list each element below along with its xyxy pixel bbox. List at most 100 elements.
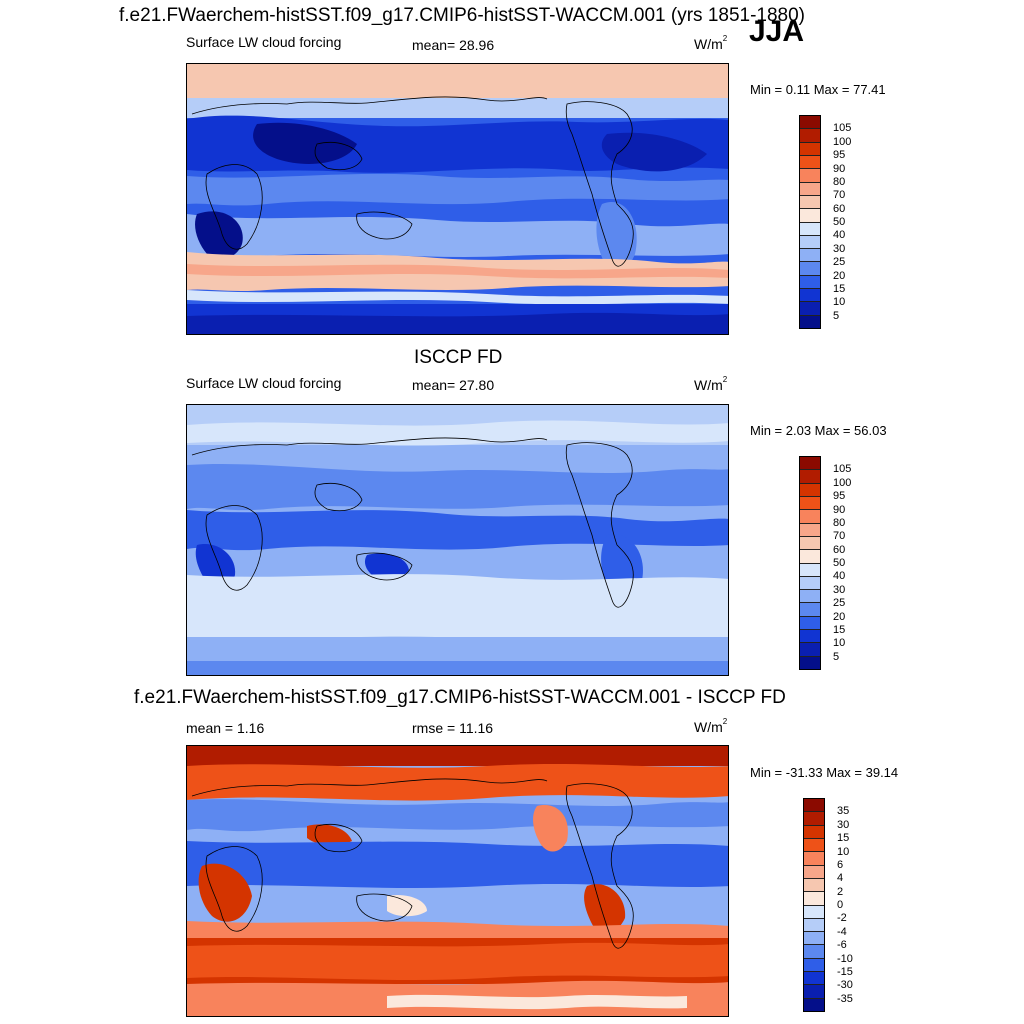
colorbar-swatch: [800, 182, 820, 196]
colorbar-label: 5: [833, 651, 840, 663]
colorbar-swatch: [804, 932, 824, 946]
colorbar-swatch: [800, 169, 820, 183]
colorbar-label: 40: [833, 570, 846, 582]
panel2-left-label: Surface LW cloud forcing: [186, 375, 342, 391]
colorbar-label: 90: [833, 504, 846, 516]
panel1-colorbar: [799, 115, 821, 329]
colorbar-label: -4: [837, 926, 847, 938]
colorbar-label: 95: [833, 149, 846, 161]
colorbar-swatch: [800, 643, 820, 657]
colorbar-swatch: [800, 603, 820, 617]
panel1-left-label: Surface LW cloud forcing: [186, 34, 342, 50]
colorbar-swatch: [804, 799, 824, 813]
colorbar-label: 105: [833, 463, 852, 475]
panel1-map-svg: [187, 64, 728, 334]
colorbar-label: 15: [837, 832, 850, 844]
colorbar-swatch: [800, 129, 820, 143]
colorbar-swatch: [804, 972, 824, 986]
colorbar-label: -6: [837, 939, 847, 951]
colorbar-swatch: [804, 985, 824, 999]
colorbar-swatch: [804, 945, 824, 959]
colorbar-label: 10: [833, 296, 846, 308]
panel1-map: [186, 63, 729, 335]
colorbar-label: 60: [833, 544, 846, 556]
colorbar-swatch: [800, 289, 820, 303]
panel2-map-svg: [187, 405, 728, 675]
colorbar-swatch: [800, 590, 820, 604]
colorbar-label: 90: [833, 163, 846, 175]
colorbar-swatch: [800, 275, 820, 290]
colorbar-label: 30: [837, 819, 850, 831]
colorbar-label: 50: [833, 216, 846, 228]
colorbar-label: 25: [833, 256, 846, 268]
colorbar-label: -2: [837, 912, 847, 924]
colorbar-label: -30: [837, 979, 853, 991]
colorbar-swatch: [800, 315, 820, 328]
colorbar-label: 15: [833, 624, 846, 636]
colorbar-label: 100: [833, 477, 852, 489]
colorbar-swatch: [800, 576, 820, 591]
colorbar-label: 6: [837, 859, 844, 871]
colorbar-swatch: [800, 563, 820, 577]
colorbar-swatch: [800, 249, 820, 263]
colorbar-label: 15: [833, 283, 846, 295]
panel2-title: ISCCP FD: [414, 347, 503, 368]
colorbar-label: -35: [837, 993, 853, 1005]
colorbar-swatch: [804, 865, 824, 879]
panel1-title: f.e21.FWaerchem-histSST.f09_g17.CMIP6-hi…: [119, 5, 806, 26]
colorbar-label: 105: [833, 122, 852, 134]
colorbar-swatch: [804, 958, 824, 973]
panel2-units: W/m2: [694, 375, 728, 393]
colorbar-swatch: [800, 510, 820, 524]
colorbar-swatch: [800, 483, 820, 497]
colorbar-swatch: [804, 838, 824, 853]
colorbar-label: 80: [833, 176, 846, 188]
colorbar-swatch: [800, 550, 820, 564]
panel2-map: [186, 404, 729, 676]
panel2-minmax: Min = 2.03 Max = 56.03: [750, 423, 887, 438]
panel3-mean: mean = 1.16: [186, 720, 265, 736]
panel3-map-svg: [187, 746, 728, 1016]
colorbar-swatch: [800, 209, 820, 223]
colorbar-swatch: [800, 235, 820, 250]
season-label: JJA: [749, 15, 805, 48]
colorbar-label: 40: [833, 229, 846, 241]
panel2-mean: mean= 27.80: [412, 377, 495, 393]
colorbar-swatch: [804, 812, 824, 826]
colorbar-swatch: [804, 825, 824, 839]
colorbar-label: 10: [837, 846, 850, 858]
colorbar-swatch: [800, 155, 820, 170]
colorbar-label: -10: [837, 953, 853, 965]
colorbar-swatch: [800, 116, 820, 130]
colorbar-label: 95: [833, 490, 846, 502]
colorbar-swatch: [800, 523, 820, 537]
colorbar-label: 30: [833, 243, 846, 255]
colorbar-swatch: [804, 905, 824, 919]
colorbar-label: 0: [837, 899, 844, 911]
colorbar-label: 70: [833, 530, 846, 542]
colorbar-label: 2: [837, 886, 844, 898]
colorbar-swatch: [804, 852, 824, 866]
colorbar-swatch: [800, 616, 820, 631]
panel1-units: W/m2: [694, 34, 728, 52]
colorbar-label: 4: [837, 872, 844, 884]
colorbar-swatch: [800, 457, 820, 471]
panel1-mean: mean= 28.96: [412, 37, 495, 53]
colorbar-swatch: [800, 536, 820, 551]
panel2-colorbar: [799, 456, 821, 670]
colorbar-swatch: [804, 918, 824, 933]
colorbar-swatch: [800, 496, 820, 511]
colorbar-swatch: [804, 998, 824, 1011]
colorbar-label: 20: [833, 270, 846, 282]
colorbar-swatch: [800, 630, 820, 644]
colorbar-label: 30: [833, 584, 846, 596]
panel3-colorbar: [803, 798, 825, 1012]
colorbar-swatch: [804, 878, 824, 893]
colorbar-label: 70: [833, 189, 846, 201]
colorbar-label: 50: [833, 557, 846, 569]
panel1-minmax: Min = 0.11 Max = 77.41: [750, 82, 886, 97]
colorbar-label: 80: [833, 517, 846, 529]
colorbar-swatch: [800, 302, 820, 316]
panel3-units: W/m2: [694, 717, 728, 735]
colorbar-swatch: [800, 142, 820, 156]
